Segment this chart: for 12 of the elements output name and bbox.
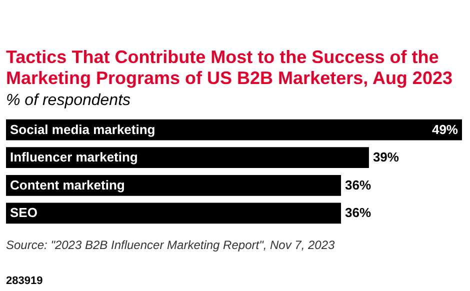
y-tick-label: Influencer marketing xyxy=(10,150,138,165)
y-tick-label: SEO xyxy=(10,205,38,220)
chart-subtitle: % of respondents xyxy=(6,92,131,109)
chart-title: Tactics That Contribute Most to the Success of the Marketing Programs of US B2B Marketers, Aug 2023 xyxy=(6,47,452,88)
data-label: 39% xyxy=(372,150,400,165)
data-label: 36% xyxy=(345,177,372,192)
y-tick-label: Content marketing xyxy=(10,177,125,192)
y-tick-label: Social media marketing xyxy=(10,122,156,137)
source-note: Source: "2023 B2B Influencer Marketing Report", Nov 7, 2023 xyxy=(6,238,336,252)
data-label: 49% xyxy=(432,122,458,137)
data-label: 36% xyxy=(345,205,372,220)
text: 283919 xyxy=(6,275,43,287)
